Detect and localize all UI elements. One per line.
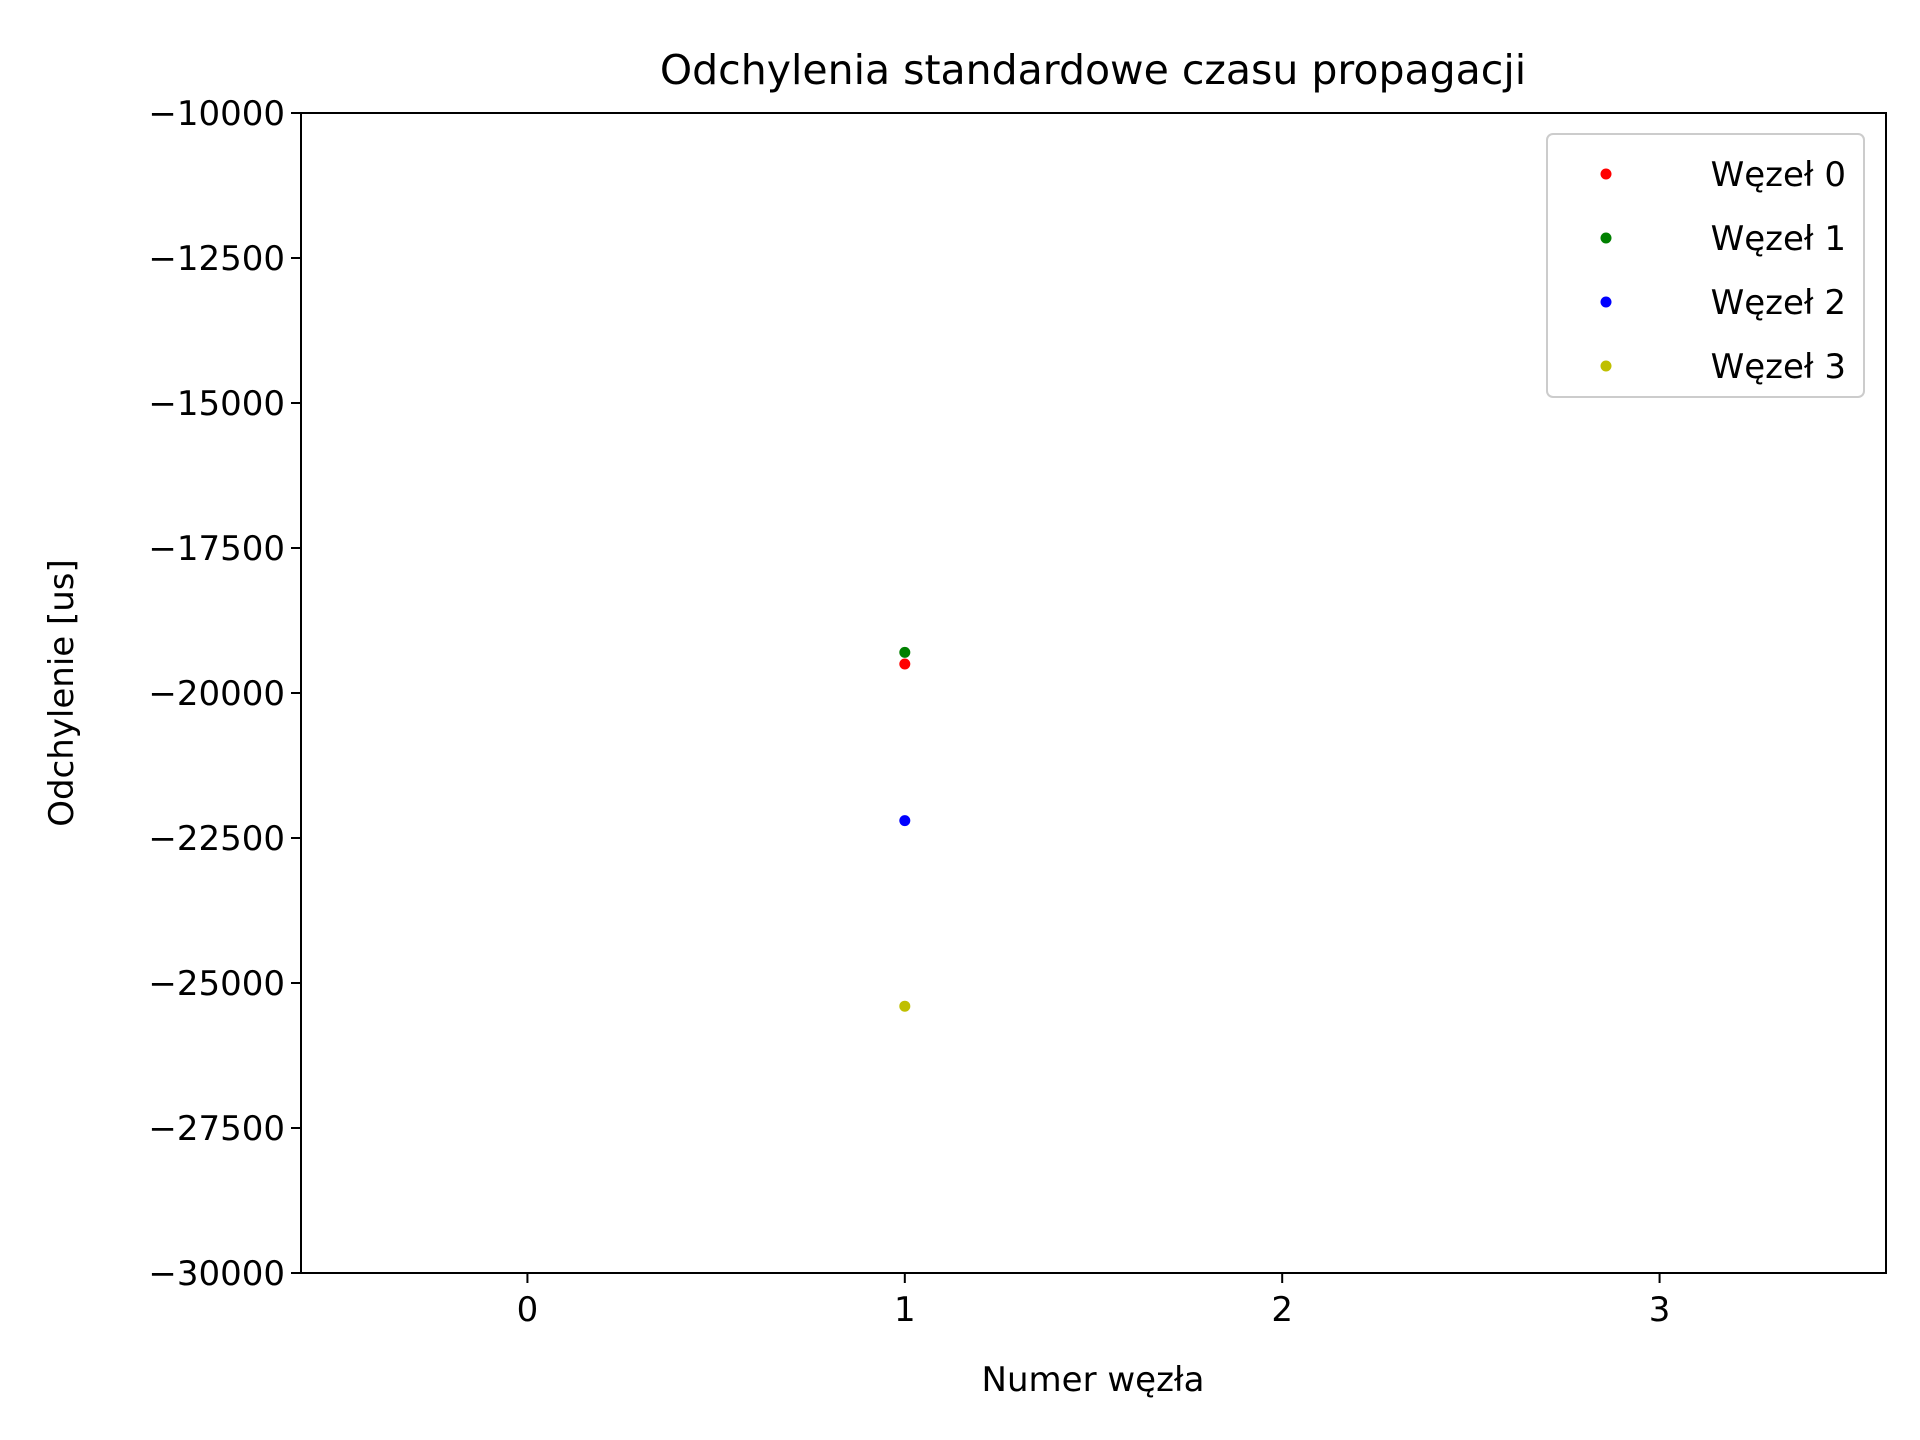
y-tick-label: −27500 [148,1109,285,1149]
data-point [899,815,911,827]
chart-title: Odchylenia standardowe czasu propagacji [660,46,1526,94]
data-point [899,1000,911,1012]
y-tick-label: −30000 [148,1254,285,1294]
legend-marker [1600,232,1612,244]
y-tick-label: −10000 [148,94,285,134]
y-tick-label: −25000 [148,964,285,1004]
y-tick-label: −22500 [148,819,285,859]
y-axis-ticks: −10000 −12500 −15000 −17500 −20000 −22500 −250… [148,94,301,1294]
y-tick-label: −12500 [148,239,285,279]
x-tick-label: 0 [517,1290,539,1330]
legend-label: Węzeł 1 [1711,219,1846,259]
legend-label: Węzeł 2 [1711,283,1846,323]
y-tick-label: −20000 [148,674,285,714]
data-points [899,646,911,1012]
legend-frame [1546,133,1865,398]
data-point [899,658,911,670]
y-axis-label: Odchylenie [us] [42,559,82,827]
legend: Węzeł 0 Węzeł 1 Węzeł 2 Węzeł 3 [1546,133,1865,398]
data-point [899,646,911,658]
legend-items: Węzeł 0 Węzeł 1 Węzeł 2 Węzeł 3 [1600,155,1846,387]
legend-marker [1600,168,1612,180]
x-tick-label: 2 [1271,1290,1293,1330]
x-axis-label: Numer węzła [982,1360,1205,1400]
x-tick-label: 1 [894,1290,916,1330]
y-tick-label: −15000 [148,384,285,424]
plot-frame [300,112,1887,1274]
x-tick-label: 3 [1649,1290,1671,1330]
legend-marker [1600,296,1612,308]
legend-marker [1600,360,1612,372]
legend-label: Węzeł 0 [1711,155,1846,195]
legend-label: Węzeł 3 [1711,347,1846,387]
x-axis-ticks: 0 1 2 3 [517,1273,1671,1330]
y-tick-label: −17500 [148,529,285,569]
